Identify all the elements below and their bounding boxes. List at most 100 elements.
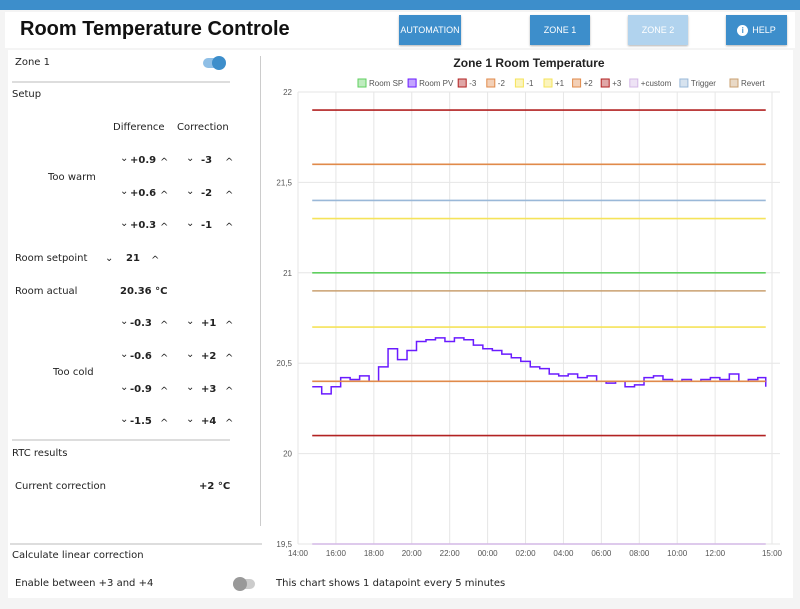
cold-corr-increase[interactable]: ^ xyxy=(225,353,234,364)
actual-value: 20.36 °C xyxy=(120,286,168,297)
legend-swatch xyxy=(729,78,739,88)
x-tick-label: 12:00 xyxy=(705,549,726,558)
setpoint-increase[interactable]: ^ xyxy=(151,255,160,266)
difference-header: Difference xyxy=(113,122,165,133)
info-icon: i xyxy=(737,24,749,36)
legend-swatch xyxy=(486,78,496,88)
legend-swatch xyxy=(679,78,689,88)
cold-corr-value: +4 xyxy=(201,416,217,427)
zone1-button[interactable]: ZONE 1 xyxy=(530,15,590,45)
chart-footnote: This chart shows 1 datapoint every 5 min… xyxy=(276,578,506,589)
enable-label: Enable between +3 and +4 xyxy=(15,578,154,589)
warm-diff-increase[interactable]: ^ xyxy=(160,157,169,168)
warm-corr-decrease[interactable]: ⌄ xyxy=(186,153,195,164)
setpoint-decrease[interactable]: ⌄ xyxy=(105,253,114,264)
cold-diff-increase[interactable]: ^ xyxy=(160,353,169,364)
cold-corr-decrease[interactable]: ⌄ xyxy=(186,316,195,327)
help-label: HELP xyxy=(752,25,776,35)
cold-corr-value: +3 xyxy=(201,384,217,395)
legend-label: Room SP xyxy=(369,79,403,88)
cold-corr-value: +1 xyxy=(201,318,217,329)
panel-divider xyxy=(260,56,261,526)
cold-diff-value: -0.3 xyxy=(130,318,152,329)
cold-corr-decrease[interactable]: ⌄ xyxy=(186,382,195,393)
legend-swatch xyxy=(514,78,524,88)
x-tick-label: 08:00 xyxy=(629,549,650,558)
legend-label: +3 xyxy=(612,79,622,88)
cold-corr-increase[interactable]: ^ xyxy=(225,386,234,397)
legend-swatch xyxy=(457,78,467,88)
warm-diff-increase[interactable]: ^ xyxy=(160,190,169,201)
cold-corr-increase[interactable]: ^ xyxy=(225,418,234,429)
warm-corr-increase[interactable]: ^ xyxy=(225,222,234,233)
cold-corr-decrease[interactable]: ⌄ xyxy=(186,414,195,425)
cold-diff-value: -0.6 xyxy=(130,351,152,362)
cold-diff-increase[interactable]: ^ xyxy=(160,418,169,429)
rtc-results-heading: RTC results xyxy=(12,448,68,459)
divider xyxy=(12,439,230,441)
warm-diff-value: +0.6 xyxy=(130,188,157,199)
chart-title: Zone 1 Room Temperature xyxy=(453,56,604,70)
legend-swatch xyxy=(407,78,417,88)
cold-diff-increase[interactable]: ^ xyxy=(160,386,169,397)
cold-diff-increase[interactable]: ^ xyxy=(160,320,169,331)
warm-corr-decrease[interactable]: ⌄ xyxy=(186,218,195,229)
legend-swatch xyxy=(572,78,582,88)
cold-corr-decrease[interactable]: ⌄ xyxy=(186,349,195,360)
y-tick-label: 22 xyxy=(283,88,292,97)
legend-label: +2 xyxy=(584,79,594,88)
warm-corr-decrease[interactable]: ⌄ xyxy=(186,186,195,197)
temperature-chart: Zone 1 Room Temperature Room SP Room PV -3… xyxy=(276,56,783,558)
top-bar xyxy=(0,0,800,10)
y-tick-label: 20 xyxy=(283,450,292,459)
automation-button[interactable]: AUTOMATION xyxy=(399,15,461,45)
legend-swatch xyxy=(543,78,553,88)
warm-diff-decrease[interactable]: ⌄ xyxy=(120,218,129,229)
actual-label: Room actual xyxy=(15,286,78,297)
setpoint-value: 21 xyxy=(126,253,140,264)
warm-diff-increase[interactable]: ^ xyxy=(160,222,169,233)
zone-toggle[interactable] xyxy=(203,56,226,70)
warm-diff-decrease[interactable]: ⌄ xyxy=(120,153,129,164)
current-correction-label: Current correction xyxy=(15,481,106,492)
warm-corr-value: -3 xyxy=(201,155,213,166)
x-tick-label: 06:00 xyxy=(591,549,612,558)
enable-linear-toggle[interactable] xyxy=(233,577,255,591)
warm-corr-value: -2 xyxy=(201,188,213,199)
divider xyxy=(10,543,262,545)
x-tick-label: 02:00 xyxy=(516,549,537,558)
x-tick-label: 00:00 xyxy=(478,549,499,558)
legend-label: Room PV xyxy=(419,79,454,88)
x-tick-label: 15:00 xyxy=(762,549,783,558)
warm-corr-increase[interactable]: ^ xyxy=(225,190,234,201)
cold-diff-decrease[interactable]: ⌄ xyxy=(120,349,129,360)
y-tick-label: 19,5 xyxy=(276,540,292,549)
cold-diff-decrease[interactable]: ⌄ xyxy=(120,414,129,425)
page-title: Room Temperature Controle xyxy=(20,18,290,40)
legend-label: +custom xyxy=(641,79,672,88)
help-button[interactable]: i HELP xyxy=(726,15,787,45)
cold-diff-value: -0.9 xyxy=(130,384,152,395)
warm-corr-value: -1 xyxy=(201,220,213,231)
cold-diff-decrease[interactable]: ⌄ xyxy=(120,382,129,393)
x-tick-label: 04:00 xyxy=(553,549,574,558)
cold-corr-value: +2 xyxy=(201,351,217,362)
zone2-button[interactable]: ZONE 2 xyxy=(628,15,688,45)
x-tick-label: 22:00 xyxy=(440,549,461,558)
y-tick-label: 20,5 xyxy=(276,359,292,368)
legend-swatch xyxy=(357,78,367,88)
setpoint-label: Room setpoint xyxy=(15,253,88,264)
header: Room Temperature Controle AUTOMATION ZON… xyxy=(5,12,795,48)
y-tick-label: 21 xyxy=(283,269,292,278)
current-correction-value: +2 °C xyxy=(199,481,231,492)
divider xyxy=(12,81,230,83)
cold-diff-decrease[interactable]: ⌄ xyxy=(120,316,129,327)
x-tick-label: 16:00 xyxy=(326,549,347,558)
x-tick-label: 14:00 xyxy=(288,549,309,558)
setup-heading: Setup xyxy=(12,89,42,100)
warm-corr-increase[interactable]: ^ xyxy=(225,157,234,168)
warm-diff-decrease[interactable]: ⌄ xyxy=(120,186,129,197)
warm-diff-value: +0.9 xyxy=(130,155,157,166)
correction-header: Correction xyxy=(177,122,229,133)
cold-corr-increase[interactable]: ^ xyxy=(225,320,234,331)
